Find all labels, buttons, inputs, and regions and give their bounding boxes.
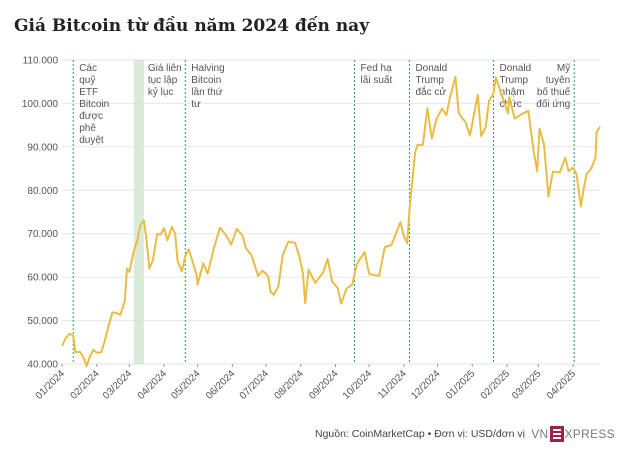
- event-annotation: Bitcoin: [191, 75, 221, 86]
- event-annotation: Mỹ: [557, 63, 570, 74]
- y-tick-label: 60.000: [27, 273, 58, 284]
- event-annotation: duyệt: [79, 135, 104, 146]
- event-annotation: Donald: [500, 63, 532, 74]
- x-tick-label: 04/2024: [136, 368, 170, 402]
- highlight-annotation: Giá liên: [148, 63, 182, 74]
- x-tick-label: 09/2024: [307, 368, 341, 402]
- y-tick-label: 40.000: [27, 360, 58, 371]
- event-annotation: quỹ: [79, 75, 95, 86]
- event-annotation: tuyên: [546, 75, 570, 86]
- event-annotation: Các: [79, 63, 97, 74]
- vnexpress-logo: VN XPRESS: [531, 426, 615, 442]
- x-tick-label: 02/2024: [69, 368, 103, 402]
- y-tick-label: 70.000: [27, 229, 58, 240]
- x-tick-label: 04/2025: [545, 368, 579, 402]
- bitcoin-price-chart: 40.000 50.000 60.000 70.000 80.000 90.000 100.…: [22, 56, 601, 402]
- event-annotation: Bitcoin: [79, 99, 109, 110]
- event-annotation: Halving: [191, 63, 224, 74]
- y-tick-label: 100.000: [22, 99, 59, 110]
- event-annotation: ETF: [79, 87, 98, 98]
- highlight-annotation: kỷ lục: [148, 86, 174, 98]
- highlight-band: [133, 60, 144, 364]
- event-annotation: lãi suất: [361, 74, 393, 86]
- x-tick-label: 05/2024: [169, 368, 203, 402]
- logo-mark-icon: [549, 426, 564, 442]
- x-tick-label: 03/2024: [101, 368, 135, 402]
- event-annotation: Trump: [415, 75, 444, 86]
- footer: Nguồn: CoinMarketCap • Đơn vị: USD/đơn v…: [0, 424, 623, 444]
- y-tick-label: 80.000: [27, 186, 58, 197]
- price-line: [61, 75, 601, 368]
- x-tick-label: 11/2024: [376, 368, 409, 401]
- x-tick-label: 07/2024: [238, 368, 272, 402]
- event-annotation: lần thứ: [191, 86, 222, 98]
- event-annotation: được: [79, 111, 103, 122]
- y-tick-label: 110.000: [23, 56, 59, 67]
- x-tick-label: 10/2024: [341, 368, 375, 402]
- event-annotation: Trump: [500, 75, 529, 86]
- event-annotation: tư: [191, 99, 201, 110]
- y-tick-label: 50.000: [27, 316, 58, 327]
- x-tick-label: 01/2025: [444, 368, 478, 402]
- event-annotation: phê: [79, 123, 96, 134]
- event-annotation: Fed hạ: [361, 63, 393, 74]
- x-tick-label: 12/2024: [409, 368, 443, 402]
- event-annotation: bố thuế: [537, 86, 571, 98]
- event-annotation: đắc cử: [415, 85, 446, 98]
- event-annotation: nhậm: [500, 87, 525, 98]
- x-tick-label: 06/2024: [204, 368, 238, 402]
- y-tick-label: 90.000: [27, 142, 58, 153]
- x-tick-label: 01/2024: [34, 368, 68, 402]
- highlight-annotation: tục lập: [148, 75, 178, 86]
- event-annotation: Donald: [415, 63, 447, 74]
- source-note: Nguồn: CoinMarketCap • Đơn vị: USD/đơn v…: [314, 428, 525, 440]
- event-annotation: đối ứng: [536, 98, 570, 110]
- x-tick-label: 02/2025: [479, 368, 513, 402]
- chart-title: Giá Bitcoin từ đầu năm 2024 đến nay: [14, 16, 370, 36]
- x-tick-label: 03/2025: [510, 368, 544, 402]
- x-tick-label: 08/2024: [273, 368, 307, 402]
